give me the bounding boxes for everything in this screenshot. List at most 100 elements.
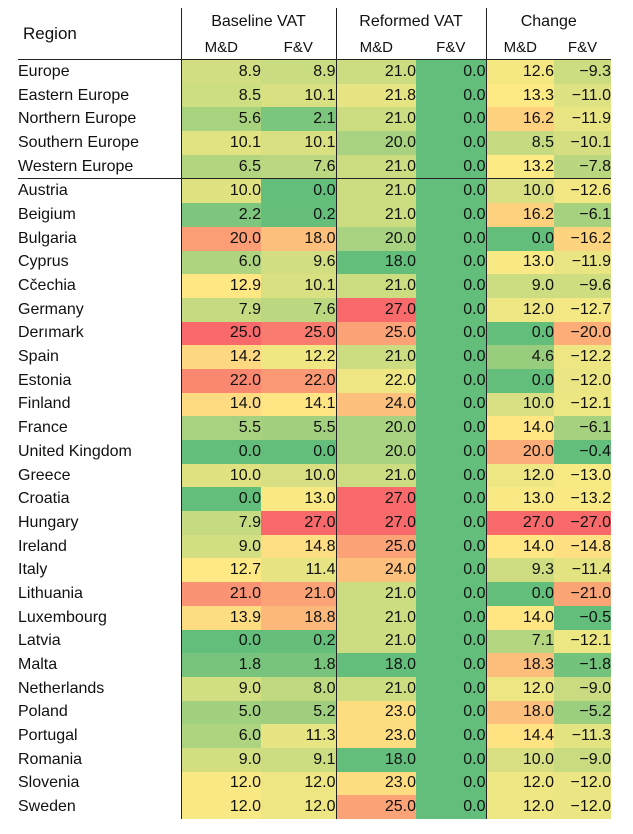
table-row: Luxembourg 13.9 18.8 21.0 0.0 14.0 −0.5: [18, 605, 611, 630]
region-name: Croatia: [18, 490, 70, 508]
reformed-fv-cell: 0.0: [416, 605, 486, 630]
change-md-cell: 0.0: [485, 368, 554, 393]
baseline-md-cell: 2.2: [180, 203, 261, 227]
table-row: Bulgaria 20.0 18.0 20.0 0.0 0.0 −16.2: [18, 226, 611, 251]
baseline-fv-cell: 14.8: [261, 534, 336, 559]
baseline-md-cell: 14.0: [180, 392, 261, 417]
reformed-md-cell: 18.0: [335, 747, 416, 772]
change-md-cell: 9.3: [485, 558, 554, 583]
change-md-cell: 0.0: [485, 582, 554, 606]
region-name: Western Europe: [18, 157, 134, 175]
change-md-cell: 18.0: [485, 700, 554, 725]
region-name: Cyprus: [18, 253, 69, 271]
table-row: Romania 9.0 9.1 18.0 0.0 10.0 −9.0: [18, 747, 611, 772]
change-fv-cell: −6.1: [554, 203, 611, 227]
baseline-md-cell: 21.0: [180, 582, 261, 606]
region-name: Latvia: [18, 632, 61, 650]
baseline-md-cell: 9.0: [180, 534, 261, 559]
region-name: Hungary: [18, 513, 79, 531]
change-fv-cell: −12.0: [554, 795, 611, 819]
table-row: Portugal 6.0 11.3 23.0 0.0 14.4 −11.3: [18, 724, 611, 748]
baseline-fv-cell: 7.6: [261, 154, 336, 179]
change-md-cell: 13.0: [485, 250, 554, 275]
reformed-fv-cell: 0.0: [416, 178, 486, 204]
change-md-cell: 0.0: [485, 321, 554, 346]
baseline-md-cell: 22.0: [180, 368, 261, 393]
table-row: Lithuania 21.0 21.0 21.0 0.0 0.0 −21.0: [18, 582, 611, 606]
change-md-cell: 12.0: [485, 771, 554, 796]
region-name: Estonia: [18, 371, 72, 389]
reformed-md-cell: 27.0: [335, 511, 416, 535]
table-row: Northern Europe 5.6 2.1 21.0 0.0 16.2 −11.9: [18, 107, 611, 132]
region-name: Cčechia: [18, 277, 76, 295]
reformed-md-header: M&D: [335, 36, 416, 60]
change-fv-cell: −0.5: [554, 605, 611, 630]
reformed-fv-cell: 0.0: [416, 487, 486, 512]
reformed-md-cell: 25.0: [335, 795, 416, 819]
baseline-fv-cell: 13.0: [261, 487, 336, 512]
change-fv-cell: −12.2: [554, 345, 611, 369]
region-header: Region: [18, 8, 181, 60]
baseline-md-cell: 12.0: [180, 795, 261, 819]
table-row: Spain 14.2 12.2 21.0 0.0 4.6 −12.2: [18, 345, 611, 369]
region-name: Austria: [18, 178, 181, 204]
region-name: Sweden: [18, 798, 76, 816]
reformed-vat-header: Reformed VAT: [335, 8, 486, 36]
table-row: Beigium 2.2 0.2 21.0 0.0 16.2 −6.1: [18, 203, 611, 227]
change-fv-cell: −1.8: [554, 653, 611, 677]
reformed-fv-cell: 0.0: [416, 629, 486, 654]
change-fv-cell: −12.6: [554, 178, 611, 204]
baseline-fv-cell: 8.0: [261, 676, 336, 701]
baseline-fv-cell: 0.2: [261, 203, 336, 227]
baseline-md-cell: 5.0: [180, 700, 261, 725]
baseline-md-cell: 0.0: [180, 629, 261, 654]
baseline-md-cell: 8.9: [180, 59, 261, 84]
baseline-fv-header: F&V: [261, 36, 336, 60]
region-name: Romania: [18, 750, 83, 768]
baseline-md-cell: 7.9: [180, 297, 261, 322]
table-row: Germany 7.9 7.6 27.0 0.0 12.0 −12.7: [18, 297, 611, 322]
change-fv-cell: −11.0: [554, 83, 611, 108]
baseline-md-cell: 0.0: [180, 487, 261, 512]
reformed-fv-cell: 0.0: [416, 653, 486, 677]
reformed-fv-cell: 0.0: [416, 297, 486, 322]
change-fv-cell: −7.8: [554, 154, 611, 179]
change-fv-cell: −11.4: [554, 558, 611, 583]
change-fv-cell: −12.0: [554, 368, 611, 393]
table-row: Austria 10.0 0.0 21.0 0.0 10.0 −12.6: [18, 178, 611, 204]
baseline-fv-cell: 1.8: [261, 653, 336, 677]
baseline-fv-cell: 2.1: [261, 107, 336, 132]
reformed-fv-cell: 0.0: [416, 558, 486, 583]
reformed-md-cell: 18.0: [335, 250, 416, 275]
reformed-md-cell: 23.0: [335, 771, 416, 796]
region-name: Beigium: [18, 205, 76, 223]
change-fv-cell: −11.9: [554, 250, 611, 275]
reformed-fv-cell: 0.0: [416, 771, 486, 796]
reformed-fv-cell: 0.0: [416, 203, 486, 227]
baseline-fv-cell: 5.5: [261, 416, 336, 440]
reformed-fv-cell: 0.0: [416, 274, 486, 298]
change-fv-cell: −12.1: [554, 392, 611, 417]
baseline-fv-cell: 10.1: [261, 274, 336, 298]
baseline-fv-cell: 14.1: [261, 392, 336, 417]
table-row: Derımark 25.0 25.0 25.0 0.0 0.0 −20.0: [18, 321, 611, 346]
table-row: France 5.5 5.5 20.0 0.0 14.0 −6.1: [18, 416, 611, 440]
reformed-fv-cell: 0.0: [416, 368, 486, 393]
change-fv-cell: −9.6: [554, 274, 611, 298]
change-md-header: M&D: [485, 36, 554, 60]
reformed-md-cell: 21.0: [335, 154, 416, 179]
change-fv-cell: −13.2: [554, 487, 611, 512]
reformed-fv-cell: 0.0: [416, 83, 486, 108]
baseline-fv-cell: 10.0: [261, 463, 336, 488]
baseline-vat-header: Baseline VAT: [180, 8, 336, 36]
baseline-md-cell: 10.0: [180, 178, 261, 204]
baseline-md-cell: 13.9: [180, 605, 261, 630]
reformed-fv-cell: 0.0: [416, 59, 486, 84]
baseline-fv-cell: 11.4: [261, 558, 336, 583]
baseline-fv-cell: 0.0: [261, 440, 336, 464]
change-fv-cell: −10.1: [554, 131, 611, 155]
change-md-cell: 8.5: [485, 131, 554, 155]
reformed-fv-cell: 0.0: [416, 107, 486, 132]
change-fv-cell: −5.2: [554, 700, 611, 725]
change-md-cell: 18.3: [485, 653, 554, 677]
